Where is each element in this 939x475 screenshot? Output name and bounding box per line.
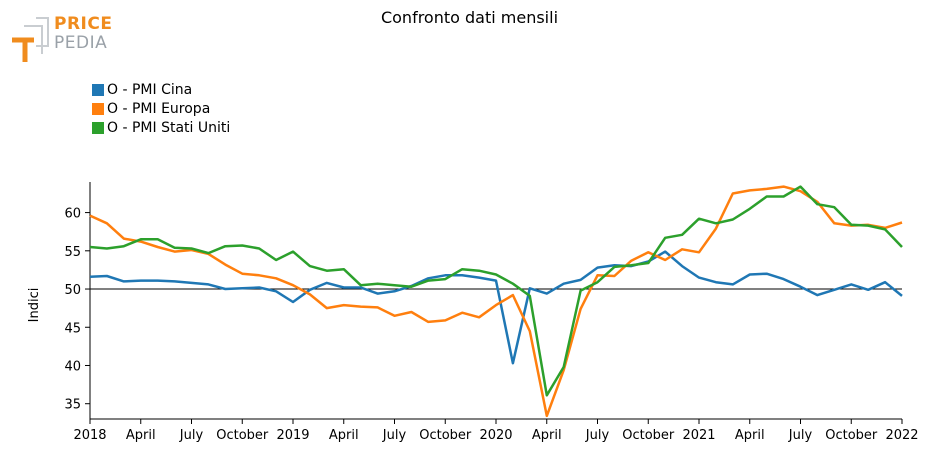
x-tick-label: October	[419, 428, 472, 443]
y-tick-label: 55	[64, 245, 81, 260]
y-tick-label: 50	[64, 283, 81, 298]
series-line-2[interactable]	[89, 185, 903, 397]
y-tick-label: 40	[64, 359, 81, 374]
x-tick-label: July	[382, 428, 407, 443]
legend-item-cina[interactable]: O - PMI Cina	[92, 80, 230, 99]
legend-item-europa[interactable]: O - PMI Europa	[92, 99, 230, 118]
logo-text-pedia: PEDIA	[54, 33, 108, 53]
legend: O - PMI Cina O - PMI Europa O - PMI Stat…	[92, 80, 230, 137]
x-tick-label: April	[329, 428, 359, 443]
legend-swatch-cina	[92, 83, 104, 96]
x-tick-label: July	[179, 428, 204, 443]
x-tick-label: October	[825, 428, 878, 443]
x-tick-label: April	[735, 428, 765, 443]
x-tick-label: 2022	[885, 428, 918, 443]
x-tick-label: October	[622, 428, 675, 443]
y-tick-label: 45	[64, 321, 81, 336]
x-tick-label: 2018	[73, 428, 106, 443]
series-layer	[89, 185, 903, 418]
series-line-1[interactable]	[89, 185, 903, 418]
series-line-0[interactable]	[89, 250, 903, 365]
x-tick-label: 2020	[479, 428, 512, 443]
chart-title: Confronto dati mensili	[380, 8, 559, 27]
y-axis-label: Indici	[27, 288, 42, 323]
x-tick-label: 2021	[682, 428, 715, 443]
x-tick-label: April	[126, 428, 156, 443]
legend-item-usa[interactable]: O - PMI Stati Uniti	[92, 118, 230, 137]
legend-swatch-usa	[92, 121, 104, 134]
logo-mark-icon	[12, 17, 49, 62]
y-tick-label: 60	[64, 207, 81, 222]
y-tick-label: 35	[64, 398, 81, 413]
axes: 35 40 45 50 55 60 2018 April July October 2019 Apri…	[64, 182, 919, 443]
x-tick-label: October	[216, 428, 269, 443]
legend-swatch-europa	[92, 102, 104, 115]
legend-label-usa: O - PMI Stati Uniti	[107, 119, 231, 136]
pricepedia-logo: PRICE PEDIA	[10, 14, 120, 64]
x-tick-label: 2019	[276, 428, 309, 443]
x-tick-label: July	[788, 428, 813, 443]
logo-text-price: PRICE	[54, 14, 113, 34]
legend-label-europa: O - PMI Europa	[107, 100, 211, 117]
x-tick-label: April	[532, 428, 562, 443]
x-tick-label: July	[585, 428, 610, 443]
legend-label-cina: O - PMI Cina	[107, 81, 193, 98]
